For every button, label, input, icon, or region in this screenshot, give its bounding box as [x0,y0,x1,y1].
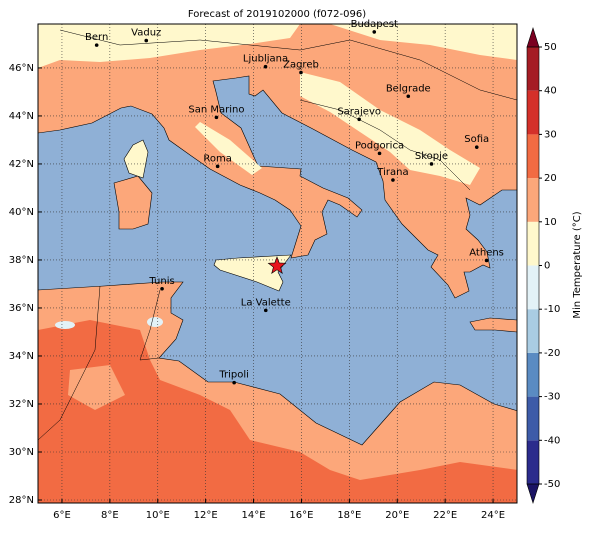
city-label: Tripoli [218,370,249,381]
lat-tick-label: 42°N [9,159,34,170]
city-label: Tirana [376,167,408,178]
colorbar-segment [527,309,539,353]
city-dot [160,286,164,291]
city-label: Ljubljana [243,54,288,65]
lat-tick-label: 30°N [9,447,34,458]
lat-tick-label: 32°N [9,399,34,410]
lat-tick-label: 44°N [9,111,34,122]
colorbar-tick-label: 0 [544,261,550,272]
cool-zone [300,72,480,185]
title: Forecast of 2019102000 (f072-096) [188,9,366,20]
colorbar-segment [527,47,539,91]
city-dot [144,38,149,43]
crete [469,317,517,333]
colorbar-segment [527,440,539,484]
lon-tick-label: 14°E [242,510,266,521]
colorbar-segment [527,178,539,222]
city-label: Athens [469,247,504,258]
cool-patch [147,317,163,327]
sardinia [113,175,153,230]
city-label: San Marino [188,104,244,115]
lon-tick-label: 20°E [385,510,409,521]
lon-tick-label: 10°E [146,510,170,521]
colorbar-segment [527,221,539,266]
city-label: Budapest [351,19,398,30]
city-dot [94,43,99,47]
colorbar-under [526,483,540,504]
lon-tick-label: 18°E [337,510,361,521]
city-dot [474,145,479,149]
colorbar-tick-label: -40 [544,435,560,446]
lat-tick-label: 34°N [9,351,34,362]
city-label: Belgrade [386,83,431,94]
colorbar-tick-label: -30 [544,392,560,403]
city-label: Podgorica [355,140,404,151]
colorbar-segment [527,265,539,310]
map [38,24,517,503]
city-dot [263,64,268,69]
colorbar-segment [527,396,539,441]
city-label: Roma [203,153,232,164]
colorbar-tick-label: 50 [544,42,557,53]
lat-tick-label: 28°N [9,495,34,506]
border [38,285,101,441]
cool-zone [330,24,517,60]
city-label: Zagreb [283,59,319,70]
city-dot [214,115,219,120]
colorbar-segment [527,352,539,397]
lat-tick-label: 40°N [9,207,34,218]
city-dot [377,151,382,156]
lat-tick-label: 36°N [9,303,34,314]
city-dot [372,30,377,34]
city-dot [299,70,303,75]
city-dot [263,308,268,313]
city-dot [215,164,220,169]
city-dot [429,162,434,166]
colorbar-over [526,27,540,48]
city-label: Bern [85,32,108,43]
lon-tick-label: 8°E [101,510,119,521]
city-dot [232,380,236,385]
colorbar-tick-label: -20 [544,348,560,359]
colorbar-tick-label: 40 [544,86,557,97]
colorbar-tick-label: -10 [544,304,560,315]
colorbar-tick-label: 10 [544,217,557,228]
border [139,289,161,361]
border [59,29,517,101]
colorbar-segment [527,90,539,135]
map-frame [37,23,518,504]
city-label: Skopje [415,151,448,162]
colorbar-tick-label: 20 [544,173,557,184]
lon-tick-label: 16°E [289,510,313,521]
europe [38,24,517,299]
cool-zone [38,24,300,68]
lon-tick-label: 6°E [53,510,71,521]
city-dot [391,178,395,182]
warm-zone [38,320,517,503]
colorbar-tick-label: 30 [544,129,557,140]
corsica [123,139,149,179]
city-label: Sofia [464,134,489,145]
lon-tick-label: 22°E [433,510,457,521]
lat-tick-label: 46°N [9,63,34,74]
city-dot [357,117,361,122]
city-label: La Valette [241,297,291,308]
mild-zone [68,365,125,410]
colorbar-tick-label: -50 [544,479,560,490]
cool-patch [55,321,75,329]
colorbar-label: Min Temperature (°C) [572,211,583,318]
colorbar-segment [527,134,539,179]
city-dot [406,94,411,99]
lon-tick-label: 12°E [194,510,218,521]
city-label: Sarajevo [337,106,381,117]
city-dot [484,258,489,263]
lat-tick-label: 38°N [9,255,34,266]
star-marker [267,256,287,274]
city-label: Tunis [148,276,174,287]
city-label: Vaduz [131,28,161,39]
cool-zone [195,122,262,175]
lon-tick-label: 24°E [481,510,505,521]
